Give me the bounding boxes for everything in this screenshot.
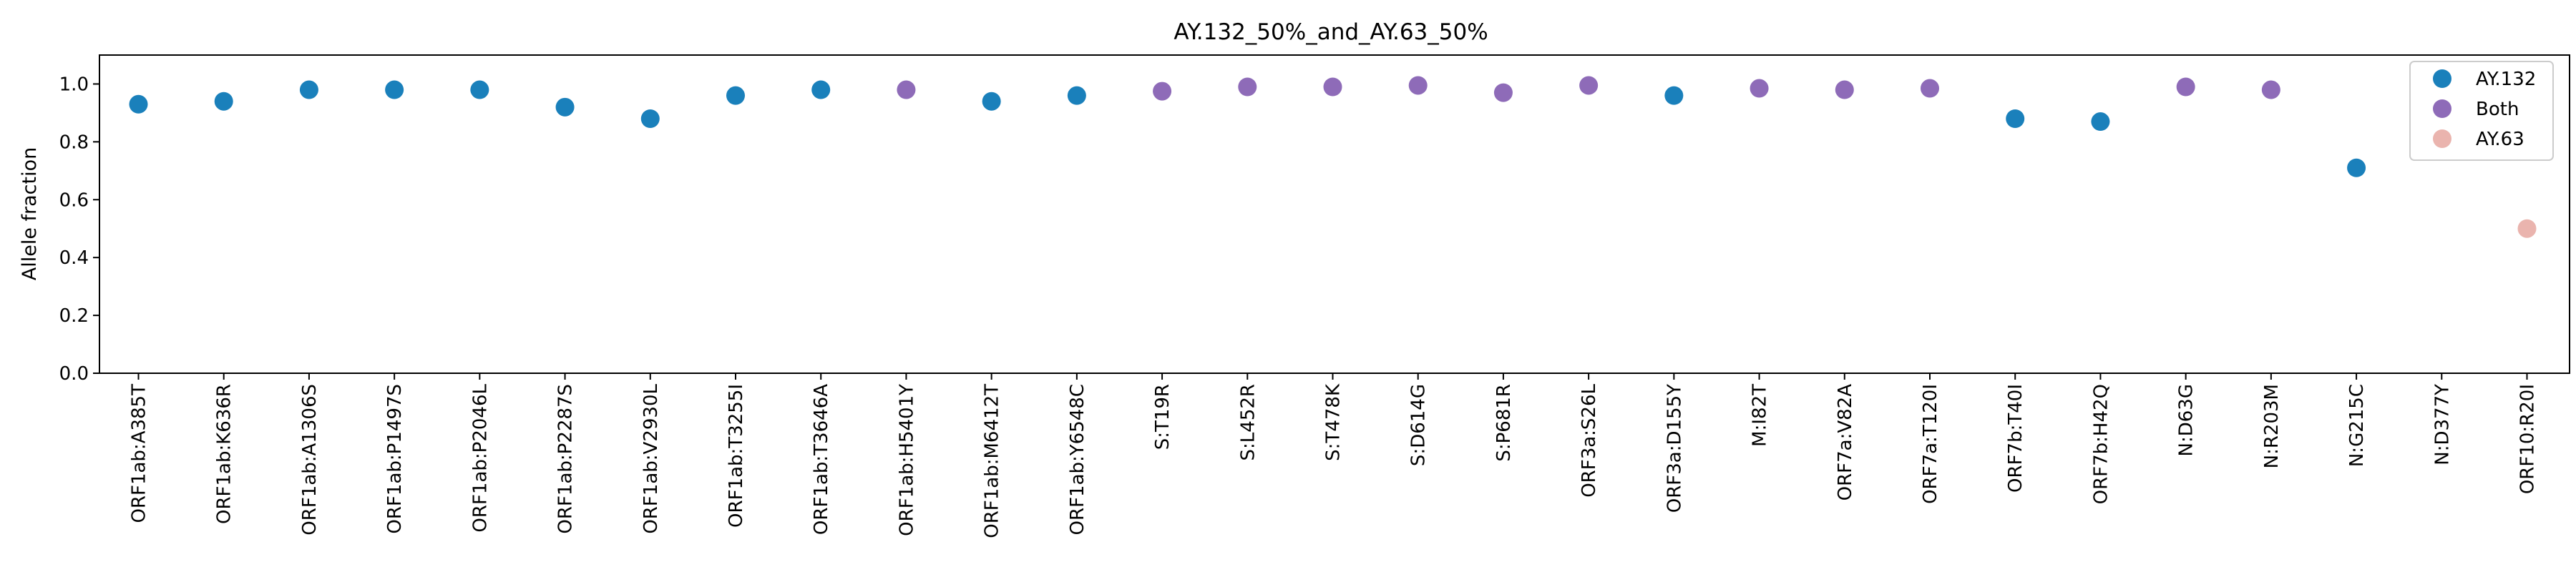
data-point (2347, 158, 2366, 177)
data-point (726, 86, 745, 105)
data-point (299, 80, 318, 99)
data-point (2517, 219, 2537, 238)
data-point (2006, 109, 2025, 128)
x-tick-label: N:G215C (2346, 384, 2368, 467)
data-point (129, 94, 148, 114)
data-point (1493, 83, 1513, 102)
data-point (1408, 76, 1428, 95)
x-tick-label: ORF1ab:A1306S (299, 384, 321, 536)
x-tick-label: M:I82T (1750, 384, 1771, 447)
y-tick-label: 0.0 (59, 363, 89, 385)
plot-frame (99, 54, 2570, 374)
y-tick-label: 0.6 (59, 189, 89, 211)
x-tick-label: ORF1ab:K636R (214, 384, 235, 524)
x-axis: ORF1ab:A385T ORF1ab:K636R ORF1ab:A1306S ORF… (129, 373, 2539, 538)
x-tick-label: ORF3a:D155Y (1664, 384, 1685, 513)
y-tick-label: 0.4 (59, 247, 89, 269)
data-points (129, 76, 2537, 238)
x-tick-label: S:T478K (1323, 383, 1345, 461)
x-tick-label: S:D614G (1408, 384, 1430, 466)
x-tick-label: N:D377Y (2431, 384, 2453, 465)
legend: AY.132 Both AY.63 (2409, 61, 2554, 161)
x-tick-label: ORF1ab:H5401Y (896, 384, 917, 536)
data-point (1153, 82, 1172, 101)
x-tick-label: ORF1ab:T3646A (811, 384, 832, 535)
legend-label: Both (2476, 99, 2519, 120)
y-tick-label: 1.0 (59, 74, 89, 95)
x-tick-label: ORF1ab:Y6548C (1067, 384, 1088, 535)
data-point (640, 109, 660, 128)
x-tick-label: ORF10:R20I (2517, 384, 2539, 494)
x-tick-label: ORF1ab:M6412T (982, 384, 1003, 538)
x-tick-label: ORF1ab:A385T (129, 384, 150, 523)
x-tick-label: ORF3a:S26L (1579, 383, 1600, 497)
x-tick-label: ORF1ab:P2046L (469, 383, 491, 532)
data-point (982, 92, 1001, 111)
data-point (2091, 112, 2110, 132)
x-tick-label: ORF7b:H42Q (2090, 384, 2112, 504)
data-point (1579, 76, 1599, 95)
data-point (1664, 86, 1684, 105)
data-point (1067, 86, 1086, 105)
legend-marker (2433, 69, 2451, 88)
data-point (1238, 77, 1257, 97)
y-tick-label: 0.8 (59, 132, 89, 153)
x-tick-label: ORF7b:T40I (2005, 384, 2026, 493)
data-point (385, 80, 404, 99)
x-tick-label: ORF1ab:P2287S (555, 384, 577, 534)
y-tick-label: 0.2 (59, 305, 89, 327)
y-axis-label: Allele fraction (19, 147, 41, 281)
x-tick-label: S:T19R (1152, 384, 1174, 450)
x-tick-label: N:D63G (2176, 384, 2197, 456)
data-point (214, 92, 233, 111)
y-axis: 0.0 0.2 0.4 0.6 0.8 1.0 (59, 74, 99, 385)
data-point (2176, 77, 2195, 97)
data-point (1750, 79, 1769, 98)
legend-marker (2433, 129, 2451, 148)
x-tick-label: ORF7a:V82A (1835, 384, 1856, 501)
data-point (1323, 77, 1342, 97)
x-tick-label: ORF1ab:T3255I (726, 384, 747, 528)
x-tick-label: ORF7a:T120I (1920, 384, 1941, 504)
data-point (1921, 79, 1939, 98)
x-tick-label: ORF1ab:V2930L (640, 383, 662, 533)
data-point (555, 97, 575, 117)
chart-title: AY.132_50%_and_AY.63_50% (1174, 19, 1488, 45)
data-point (811, 80, 831, 99)
legend-label: AY.63 (2476, 129, 2524, 150)
data-point (1835, 80, 1854, 99)
data-point (470, 80, 489, 99)
data-point (2261, 80, 2280, 99)
x-tick-label: S:L452R (1237, 384, 1259, 460)
x-tick-label: N:R203M (2261, 384, 2283, 468)
legend-label: AY.132 (2476, 69, 2536, 90)
x-tick-label: ORF1ab:P1497S (384, 384, 406, 534)
legend-marker (2433, 99, 2451, 118)
x-tick-label: S:P681R (1493, 384, 1515, 462)
data-point (897, 80, 916, 99)
